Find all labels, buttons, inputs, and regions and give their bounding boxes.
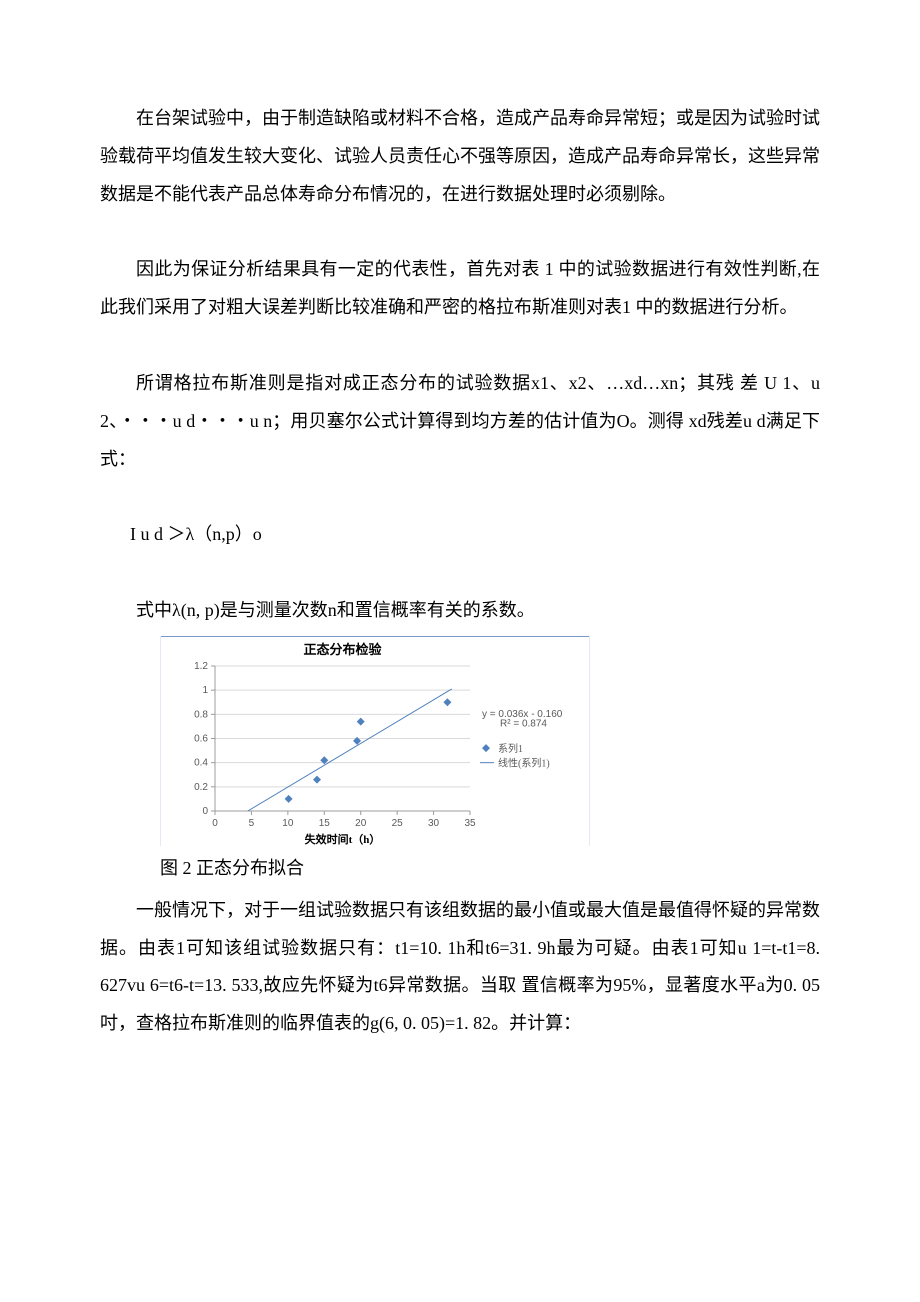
svg-text:1: 1: [202, 685, 208, 696]
svg-text:0.8: 0.8: [194, 709, 208, 720]
svg-text:正态分布检验: 正态分布检验: [303, 642, 382, 657]
svg-text:0.6: 0.6: [194, 733, 208, 744]
svg-text:线性(系列1): 线性(系列1): [498, 757, 550, 770]
paragraph-5: 一般情况下，对于一组试验数据只有该组数据的最小值或最大值是最值得怀疑的异常数据。…: [100, 892, 820, 1043]
svg-text:R² = 0.874: R² = 0.874: [500, 718, 547, 729]
paragraph-3: 所谓格拉布斯准则是指对成正态分布的试验数据x1、x2、…xd…xn；其残 差 U…: [100, 365, 820, 478]
svg-text:5: 5: [249, 818, 255, 829]
chart-svg: 0 0.2 0.4 0.6 0.8 1 1.2 0 5 10 15 20 25 30 35 正态分布检验失效时…: [160, 636, 590, 846]
svg-text:30: 30: [428, 818, 440, 829]
svg-text:35: 35: [464, 818, 476, 829]
svg-text:1.2: 1.2: [194, 661, 208, 672]
svg-text:系列1: 系列1: [498, 742, 523, 755]
svg-text:15: 15: [319, 818, 331, 829]
svg-text:0: 0: [212, 818, 218, 829]
normal-dist-chart: 0 0.2 0.4 0.6 0.8 1 1.2 0 5 10 15 20 25 30 35 正态分布检验失效时…: [160, 636, 820, 846]
svg-text:0.4: 0.4: [194, 758, 208, 769]
paragraph-4: 式中λ(n, p)是与测量次数n和置信概率有关的系数。: [100, 592, 820, 630]
paragraph-1: 在台架试验中，由于制造缺陷或材料不合格，造成产品寿命异常短；或是因为试验时试验载…: [100, 100, 820, 213]
svg-text:0.2: 0.2: [194, 782, 208, 793]
svg-text:失效时间t（h）: 失效时间t（h）: [305, 832, 381, 846]
svg-text:10: 10: [282, 818, 294, 829]
formula-grubbs: I u d ＞λ（n,p）o: [100, 516, 820, 554]
svg-text:20: 20: [355, 818, 367, 829]
svg-text:25: 25: [392, 818, 404, 829]
paragraph-2: 因此为保证分析结果具有一定的代表性，首先对表 1 中的试验数据进行有效性判断,在…: [100, 251, 820, 327]
figure-caption: 图 2 正态分布拟合: [160, 850, 820, 888]
svg-text:0: 0: [202, 806, 208, 817]
